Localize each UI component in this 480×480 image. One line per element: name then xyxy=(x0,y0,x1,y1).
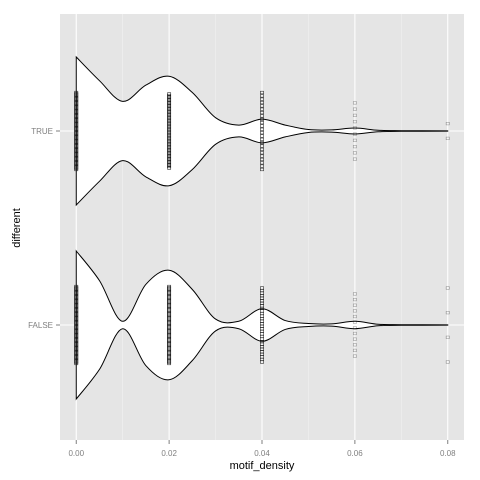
data-point xyxy=(260,167,264,172)
data-point xyxy=(352,348,357,353)
data-point xyxy=(260,154,264,158)
x-tick-label: 0.06 xyxy=(347,449,363,458)
data-point xyxy=(352,337,357,341)
data-point xyxy=(167,361,172,366)
data-point xyxy=(445,311,450,315)
data-point xyxy=(445,335,450,339)
data-point xyxy=(260,107,264,111)
data-point xyxy=(260,111,264,115)
data-point xyxy=(352,107,357,111)
data-point xyxy=(352,157,357,161)
data-point xyxy=(352,126,357,130)
data-point xyxy=(260,121,264,125)
data-point xyxy=(352,314,357,319)
data-point xyxy=(260,161,264,165)
data-point xyxy=(260,147,264,152)
data-point xyxy=(352,113,357,117)
data-point xyxy=(260,134,264,138)
y-axis-ticks: TRUE FALSE xyxy=(28,127,60,330)
data-point xyxy=(260,114,264,118)
data-point xyxy=(260,124,264,128)
data-point xyxy=(352,326,357,330)
data-point xyxy=(260,131,264,135)
data-point xyxy=(260,157,264,162)
data-point xyxy=(260,164,264,168)
data-point xyxy=(260,360,264,364)
data-point xyxy=(352,331,357,336)
data-point xyxy=(352,343,357,347)
x-axis-ticks: 0.00 0.02 0.04 0.06 0.08 xyxy=(68,440,456,458)
data-point xyxy=(260,141,264,145)
data-point xyxy=(352,303,357,307)
data-point xyxy=(352,320,357,324)
data-point xyxy=(445,136,450,141)
x-axis-title: motif_density xyxy=(230,460,295,472)
y-tick-label: FALSE xyxy=(28,321,53,330)
x-tick-label: 0.04 xyxy=(254,449,270,458)
data-point xyxy=(445,360,450,364)
data-point xyxy=(260,151,264,155)
data-points xyxy=(74,90,450,366)
data-point xyxy=(260,144,264,148)
x-tick-label: 0.02 xyxy=(161,449,177,458)
data-point xyxy=(445,286,450,290)
data-point xyxy=(352,120,357,124)
data-point xyxy=(260,90,264,95)
data-point xyxy=(352,138,357,142)
data-point xyxy=(352,145,357,149)
data-point xyxy=(352,151,357,155)
data-point xyxy=(352,132,357,136)
data-point xyxy=(260,117,264,121)
data-point xyxy=(445,122,450,126)
data-point xyxy=(260,104,264,108)
data-point xyxy=(352,309,357,313)
y-tick-label: TRUE xyxy=(31,127,53,136)
x-tick-label: 0.00 xyxy=(68,449,84,458)
data-point xyxy=(260,100,264,105)
data-point xyxy=(352,297,357,302)
data-point xyxy=(352,292,357,296)
data-point xyxy=(260,127,264,131)
data-point xyxy=(260,137,264,141)
data-point xyxy=(260,94,264,98)
data-point xyxy=(260,97,264,101)
data-point xyxy=(74,167,79,172)
data-point xyxy=(74,361,79,366)
data-point xyxy=(352,101,357,105)
data-point xyxy=(352,354,357,358)
x-tick-label: 0.08 xyxy=(440,449,456,458)
y-axis-title: different xyxy=(11,208,23,248)
data-point xyxy=(167,166,172,170)
